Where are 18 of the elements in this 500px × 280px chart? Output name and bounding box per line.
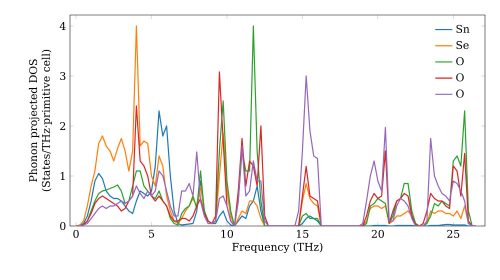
legend-label: Se [456, 41, 469, 50]
x-tick-label: 5 [149, 230, 154, 238]
y-tick-label: 1 [60, 172, 65, 180]
x-tick-label: 10 [221, 230, 234, 238]
legend-label: O [456, 90, 464, 98]
y-tick-label: 4 [60, 22, 66, 30]
x-tick-label: 25 [447, 230, 460, 238]
x-tick-label: 20 [372, 230, 384, 238]
legend-label: O [456, 57, 464, 66]
x-tick-label: 0 [73, 230, 79, 238]
legend-label: Sn [456, 24, 470, 33]
x-axis-title: Frequency (THz) [232, 242, 322, 254]
y-axis-title: Phonon projected DOS (States/THz·primitive cell) [28, 50, 52, 192]
y-tick-label: 0 [60, 222, 66, 230]
x-tick-label: 15 [296, 230, 308, 238]
y-tick-label: 3 [60, 72, 66, 80]
y-tick-label: 2 [60, 122, 66, 130]
legend-label: O [456, 73, 464, 82]
